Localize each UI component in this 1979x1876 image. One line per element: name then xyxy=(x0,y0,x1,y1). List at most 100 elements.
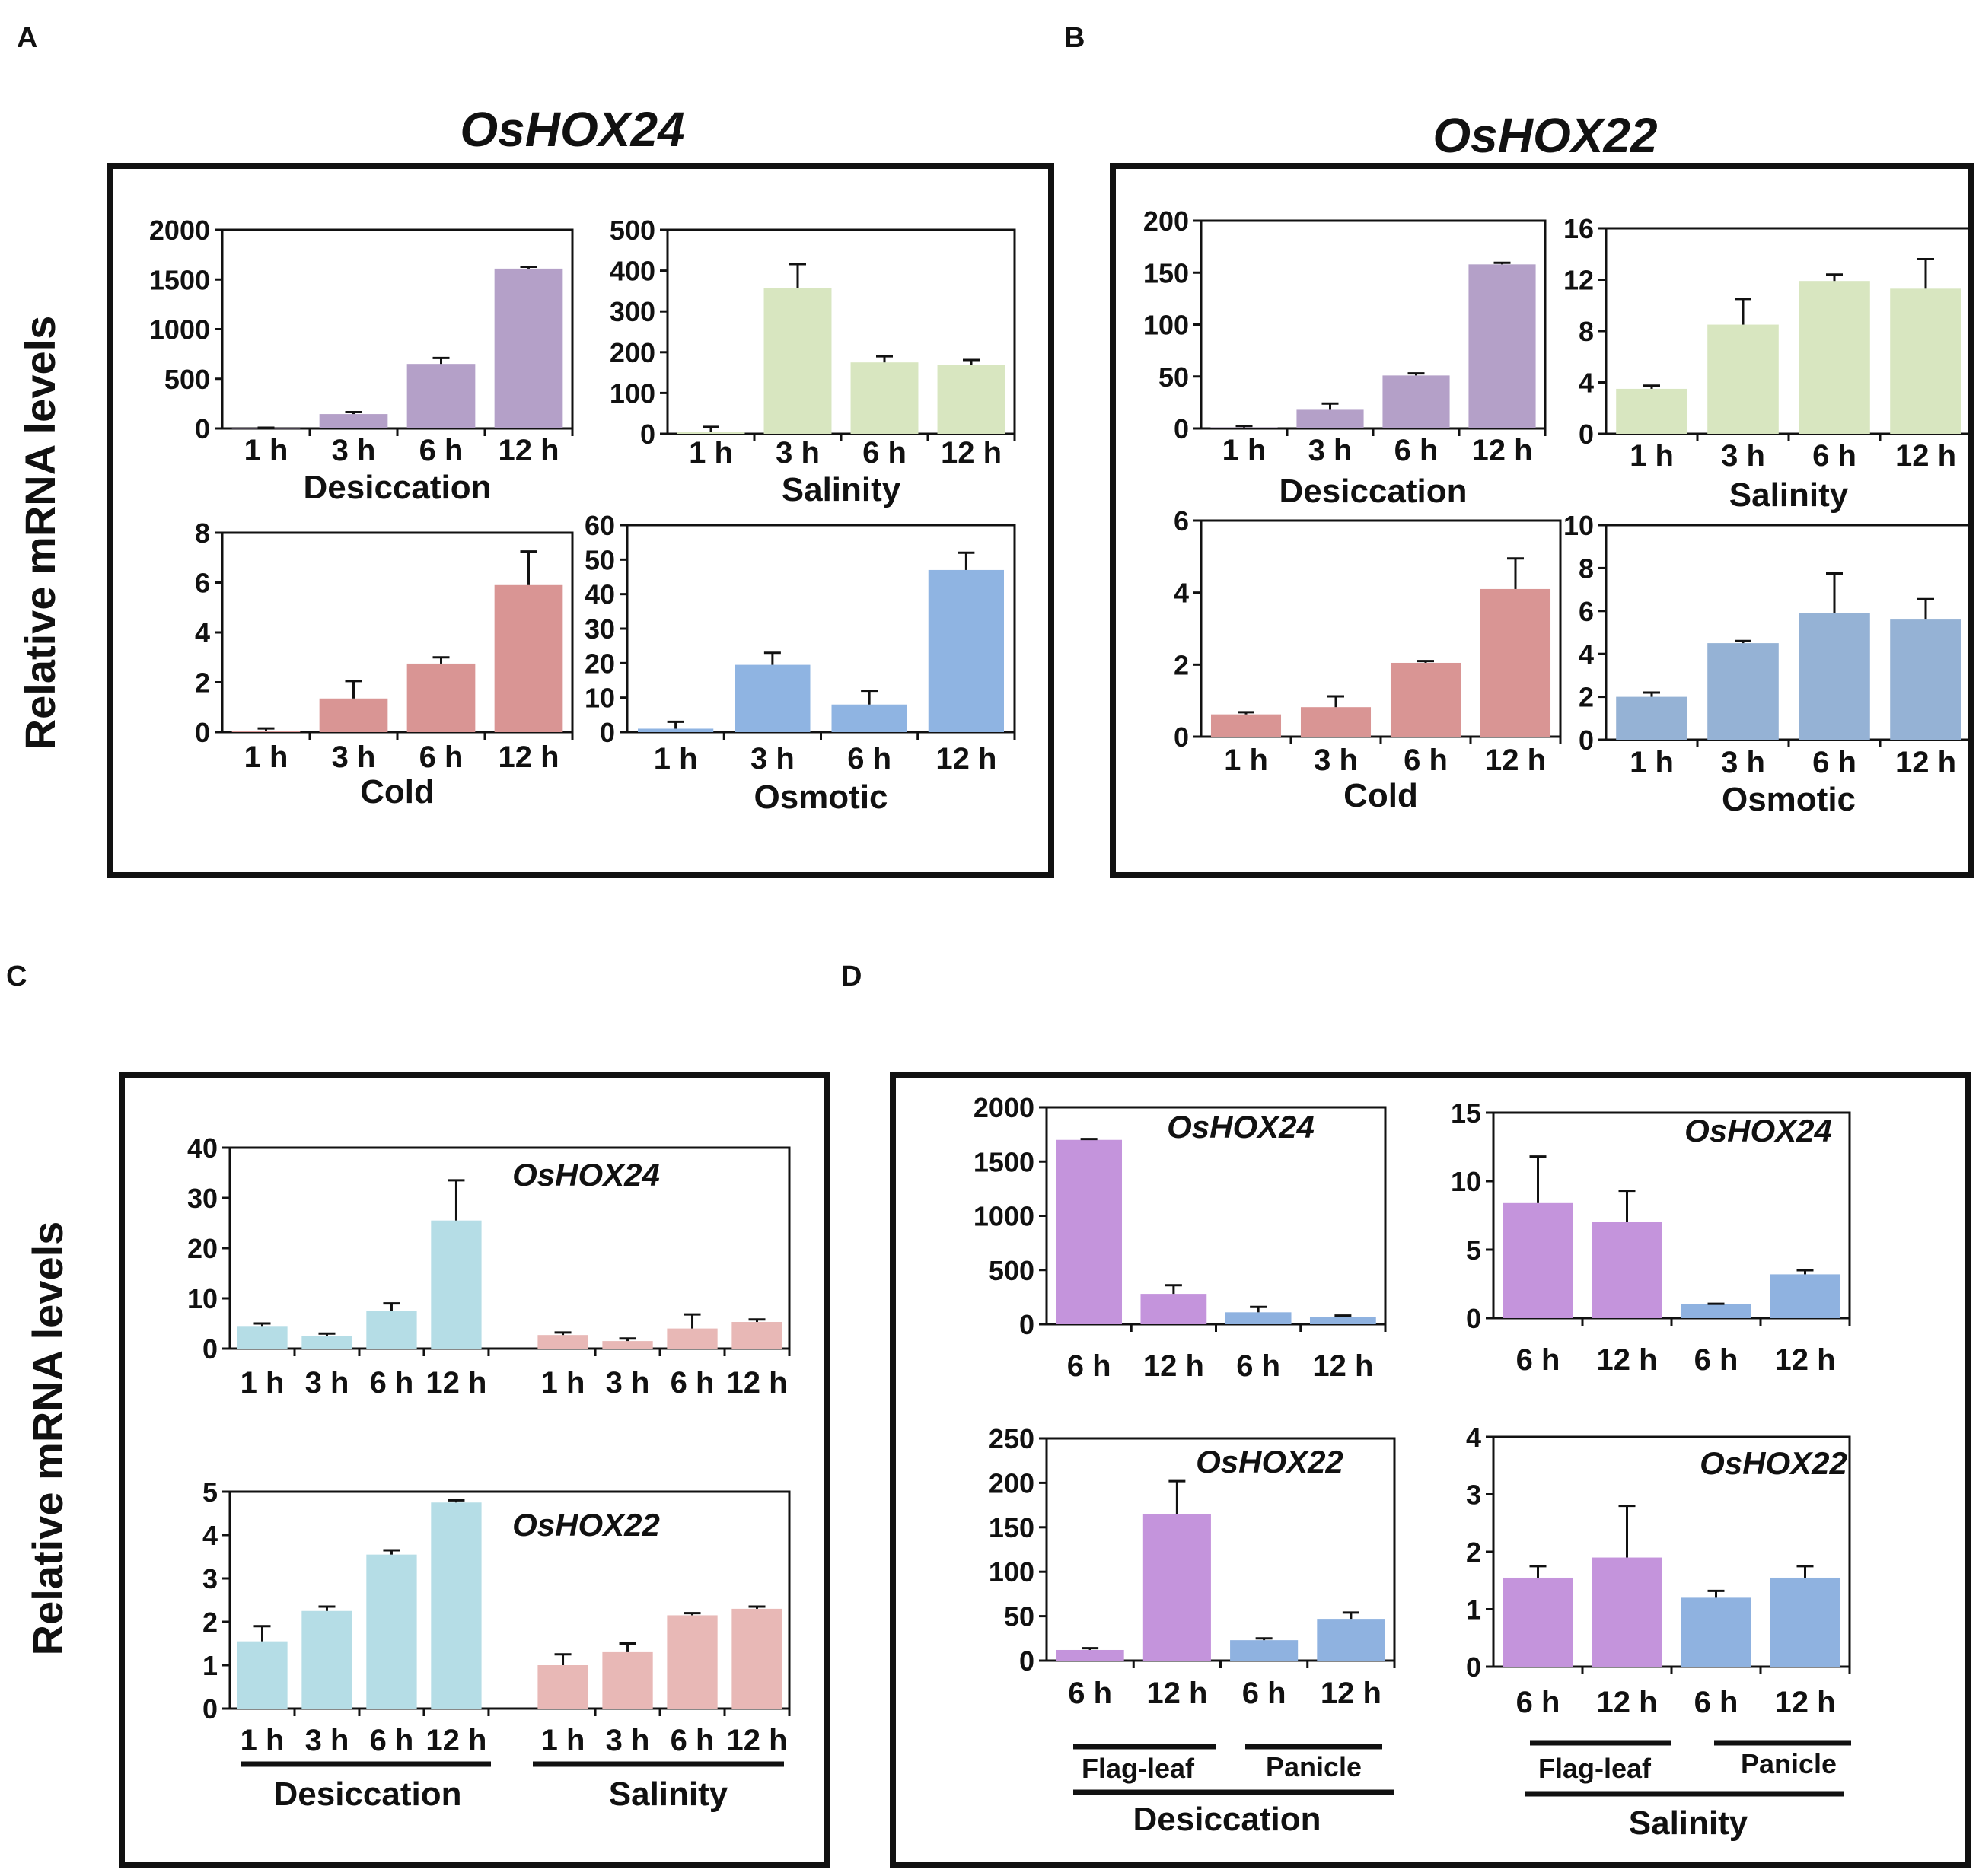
x-category-label: 6 h xyxy=(671,1366,715,1400)
group-label: Flag-leaf xyxy=(1082,1753,1195,1784)
bar xyxy=(735,664,811,732)
bar xyxy=(831,704,907,732)
y-tick-label: 4 xyxy=(202,1520,218,1551)
x-category-label: 6 h xyxy=(1067,1349,1111,1383)
x-category-label: 3 h xyxy=(305,1724,349,1757)
y-tick-label: 1 xyxy=(202,1650,218,1681)
y-tick-label: 2 xyxy=(202,1607,218,1638)
x-category-label: 6 h xyxy=(1404,744,1448,777)
y-tick-label: 40 xyxy=(187,1132,218,1164)
bar xyxy=(1616,388,1687,434)
y-tick-label: 0 xyxy=(1466,1303,1481,1334)
chart-a-cold: 0 2 4 6 8 1 h 3 h 6 h 12 h Cold xyxy=(195,518,574,811)
y-tick-label: 40 xyxy=(585,579,615,610)
y-tick-label: 100 xyxy=(1143,310,1189,341)
x-category-label: 1 h xyxy=(241,1366,285,1400)
bar xyxy=(1300,707,1372,737)
y-tick-label: 3 xyxy=(1466,1479,1481,1511)
bar xyxy=(319,698,388,732)
x-axis-title: Desiccation xyxy=(304,469,492,506)
bar xyxy=(1382,375,1450,428)
bar xyxy=(1592,1222,1662,1318)
bar xyxy=(677,432,745,434)
bar xyxy=(937,365,1005,434)
bar xyxy=(731,1322,782,1349)
x-category-label: 6 h xyxy=(1812,439,1856,473)
bar xyxy=(602,1341,653,1349)
panel-b-frame xyxy=(1110,163,1974,878)
bar xyxy=(1681,1304,1751,1318)
x-category-label: 3 h xyxy=(606,1724,650,1757)
bar xyxy=(366,1311,417,1349)
y-tick-label: 12 xyxy=(1563,265,1594,296)
y-tick-label: 500 xyxy=(164,364,210,395)
y-tick-label: 0 xyxy=(1466,1651,1481,1683)
bar xyxy=(602,1651,653,1709)
group-label: Salinity xyxy=(609,1776,728,1813)
x-category-label: 3 h xyxy=(332,434,376,467)
bar xyxy=(1799,281,1870,434)
chart-title: OsHOX22 xyxy=(512,1507,660,1543)
y-tick-label: 0 xyxy=(1174,413,1189,444)
group-label: Desiccation xyxy=(274,1776,462,1813)
x-category-label: 6 h xyxy=(1516,1343,1560,1377)
chart-title: OsHOX24 xyxy=(1167,1109,1315,1145)
y-tick-label: 6 xyxy=(1579,596,1594,627)
bar xyxy=(1799,613,1870,740)
x-category-label: 1 h xyxy=(654,742,698,776)
y-tick-label: 8 xyxy=(1579,316,1594,347)
x-category-label: 12 h xyxy=(498,741,559,774)
panel-letter-c: C xyxy=(6,960,27,992)
y-tick-label: 10 xyxy=(585,683,615,714)
y-tick-label: 6 xyxy=(195,568,210,599)
bar xyxy=(431,1220,482,1349)
x-category-label: 12 h xyxy=(726,1724,787,1757)
y-tick-label: 1000 xyxy=(974,1201,1034,1232)
bar xyxy=(731,1608,782,1709)
y-tick-label: 250 xyxy=(989,1423,1034,1454)
x-category-label: 3 h xyxy=(305,1366,349,1400)
chart-a-salinity: 0 100 200 300 400 500 1 h 3 h 6 h 12 h Salinity xyxy=(610,215,1016,508)
bar xyxy=(406,663,476,732)
y-tick-label: 500 xyxy=(610,215,655,246)
y-tick-label: 4 xyxy=(195,617,210,648)
x-category-label: 12 h xyxy=(1485,744,1546,777)
x-axis-title: Osmotic xyxy=(1722,781,1856,818)
y-tick-label: 0 xyxy=(202,1693,218,1725)
bar xyxy=(1707,324,1779,434)
y-tick-label: 500 xyxy=(989,1255,1034,1286)
x-category-label: 12 h xyxy=(726,1366,787,1400)
bar xyxy=(1890,288,1961,434)
y-tick-label: 20 xyxy=(585,648,615,679)
bar xyxy=(1503,1202,1573,1318)
stress-label: Salinity xyxy=(1629,1804,1748,1842)
x-category-label: 1 h xyxy=(244,434,288,467)
y-tick-label: 50 xyxy=(1158,362,1189,393)
panel-b-gene-title: OsHOX22 xyxy=(1432,108,1657,163)
x-category-label: 6 h xyxy=(1242,1677,1286,1710)
bar xyxy=(850,362,919,434)
y-tick-label: 0 xyxy=(195,413,210,444)
bar xyxy=(237,1641,288,1709)
chart-c-oshox22: 0 1 2 3 4 5 1 h 3 h 6 h 12 h 1 h 3 h 6 h 12 h OsHOX22 D… xyxy=(202,1476,791,1813)
y-tick-label: 4 xyxy=(1174,578,1189,609)
chart-d-oshox24-salinity: 0 5 10 15 6 h 12 h 6 h 12 h OsHOX24 xyxy=(1451,1097,1851,1377)
panel-a-frame xyxy=(107,163,1054,878)
y-tick-label: 2000 xyxy=(149,215,210,246)
chart-title: OsHOX22 xyxy=(1700,1445,1847,1481)
x-category-label: 6 h xyxy=(1694,1686,1738,1719)
y-tick-label: 0 xyxy=(1174,721,1189,753)
panel-letter-a: A xyxy=(17,22,37,54)
bar xyxy=(1317,1619,1385,1661)
chart-d-oshox22-desiccation: 0 50 100 150 200 250 6 h 12 h 6 h 12 h OsHOX22 Flag… xyxy=(989,1423,1396,1838)
x-category-label: 6 h xyxy=(1236,1349,1280,1383)
x-category-label: 1 h xyxy=(689,436,733,470)
chart-d-oshox24-desiccation: 0 500 1000 1500 2000 6 h 12 h 6 h 12 h OsHOX24 xyxy=(974,1092,1387,1383)
bar xyxy=(1616,696,1687,740)
bar xyxy=(763,288,832,434)
x-category-label: 1 h xyxy=(541,1724,585,1757)
y-tick-label: 2000 xyxy=(974,1092,1034,1123)
x-category-label: 12 h xyxy=(425,1366,486,1400)
y-tick-label: 0 xyxy=(202,1333,218,1365)
